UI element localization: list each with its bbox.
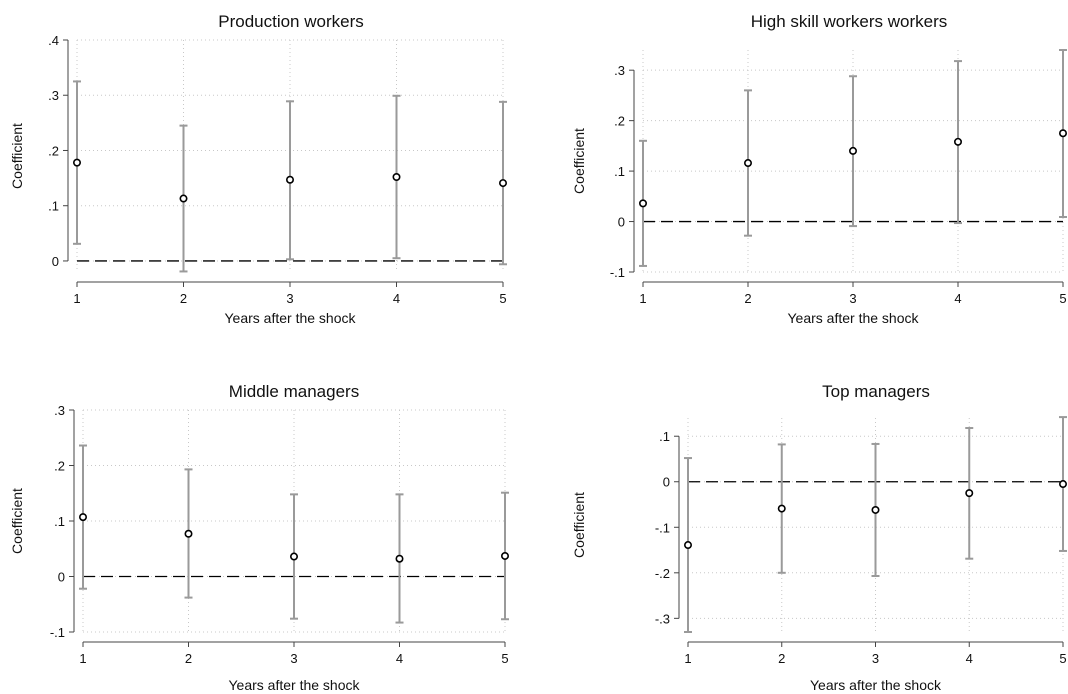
point-estimate [683, 541, 692, 550]
point-estimate [848, 146, 857, 155]
x-tick-label: 2 [744, 291, 751, 306]
point-estimate [73, 158, 82, 167]
point-estimate [395, 554, 404, 563]
point-estimate [500, 551, 509, 560]
panel-3: -.1 0 .1 .2 .3 1 2 3 4 5 Middle managers Years afte… [9, 382, 509, 693]
point-estimate [638, 199, 647, 208]
y-tick-label: .1 [659, 429, 670, 444]
y-tick-label: 0 [663, 475, 670, 490]
x-tick-label: 5 [1059, 291, 1066, 306]
y-tick-label: -.1 [610, 265, 625, 280]
y-tick-label: -.2 [655, 566, 670, 581]
point-estimate [871, 505, 880, 514]
x-tick-label: 4 [966, 651, 973, 666]
x-tick-label: 3 [849, 291, 856, 306]
panel-title: Top managers [822, 382, 930, 401]
x-axis-label: Years after the shock [787, 310, 919, 326]
y-tick-label: -.1 [50, 625, 65, 640]
panel-title: Middle managers [229, 382, 359, 401]
y-tick-label: -.1 [655, 520, 670, 535]
x-tick-label: 3 [290, 651, 297, 666]
point-estimate [965, 489, 974, 498]
x-tick-label: 2 [778, 651, 785, 666]
point-estimate [184, 529, 193, 538]
point-estimate [79, 513, 88, 522]
x-tick-label: 4 [954, 291, 961, 306]
y-tick-label: .1 [48, 199, 59, 214]
x-tick-label: 3 [872, 651, 879, 666]
point-estimate [953, 137, 962, 146]
y-tick-label: .1 [614, 164, 625, 179]
y-axis-label: Coefficient [9, 488, 25, 554]
point-estimate [179, 194, 188, 203]
x-axis-label: Years after the shock [228, 677, 360, 693]
point-estimate [1059, 480, 1068, 489]
x-tick-label: 5 [499, 291, 506, 306]
x-tick-label: 5 [501, 651, 508, 666]
panel-title: High skill workers workers [751, 12, 947, 31]
y-tick-label: 0 [618, 215, 625, 230]
y-tick-label: .4 [48, 33, 59, 48]
panel-title: Production workers [218, 12, 364, 31]
y-axis-label: Coefficient [571, 492, 587, 558]
x-tick-label: 2 [180, 291, 187, 306]
panel-1: 0 .1 .2 .3 .4 1 2 3 4 5 Production workers Years af… [9, 12, 507, 326]
y-tick-label: .3 [48, 88, 59, 103]
y-tick-label: .3 [54, 403, 65, 418]
y-tick-label: .2 [614, 114, 625, 129]
y-axis-label: Coefficient [9, 123, 25, 189]
x-tick-label: 1 [73, 291, 80, 306]
point-estimate [285, 175, 294, 184]
x-tick-label: 1 [79, 651, 86, 666]
x-axis-label: Years after the shock [810, 677, 942, 693]
panel-4: -.3 -.2 -.1 0 .1 1 2 3 4 5 Top managers Years after… [571, 382, 1068, 693]
y-tick-label: .1 [54, 514, 65, 529]
x-tick-label: 3 [286, 291, 293, 306]
x-tick-label: 1 [684, 651, 691, 666]
x-tick-label: 5 [1059, 651, 1066, 666]
y-tick-label: -.3 [655, 611, 670, 626]
x-tick-label: 2 [185, 651, 192, 666]
point-estimate [498, 179, 507, 188]
point-estimate [1059, 129, 1068, 138]
x-tick-label: 4 [393, 291, 400, 306]
y-tick-label: 0 [52, 254, 59, 269]
y-tick-label: 0 [58, 570, 65, 585]
x-axis-label: Years after the shock [224, 310, 356, 326]
x-tick-label: 1 [639, 291, 646, 306]
y-tick-label: .2 [54, 459, 65, 474]
y-tick-label: .3 [614, 63, 625, 78]
y-axis-label: Coefficient [571, 128, 587, 194]
point-estimate [743, 159, 752, 168]
point-estimate [777, 504, 786, 513]
panel-2: -.1 0 .1 .2 .3 1 2 3 4 5 High skill workers worker… [571, 12, 1068, 326]
x-tick-label: 4 [396, 651, 403, 666]
point-estimate [392, 172, 401, 181]
y-tick-label: .2 [48, 143, 59, 158]
point-estimate [289, 552, 298, 561]
